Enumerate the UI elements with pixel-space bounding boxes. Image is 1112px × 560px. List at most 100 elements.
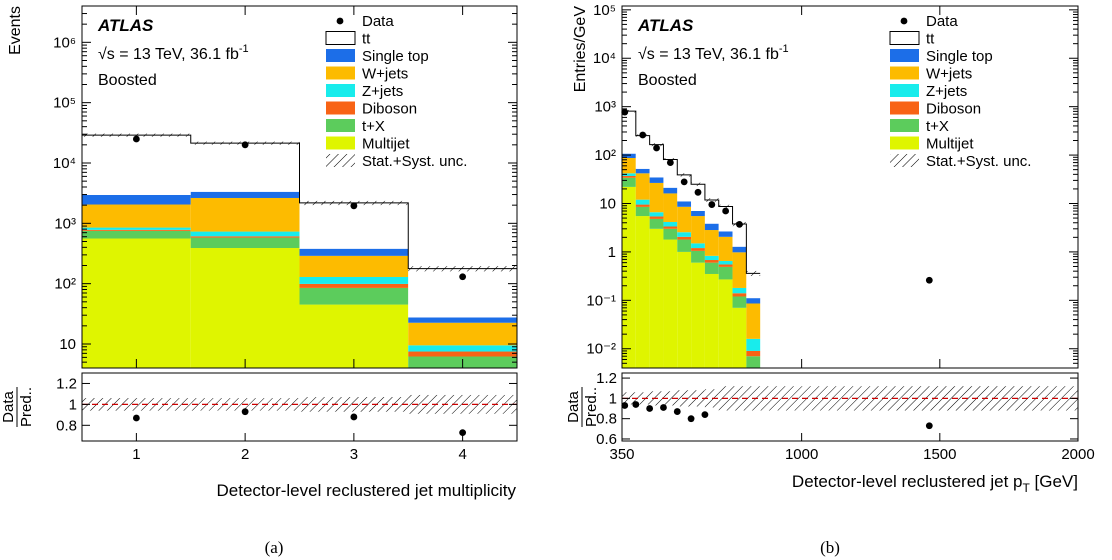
ratio-frame	[621, 372, 1079, 442]
bar-diboson	[635, 204, 650, 207]
bar-multijet	[663, 239, 678, 368]
ratio-area-1	[622, 386, 1078, 411]
data-point	[350, 202, 358, 210]
data-point	[639, 131, 647, 139]
y-tick-label: 10²	[594, 147, 616, 164]
legend-label: Diboson	[362, 101, 417, 118]
x-tick-label: 3	[350, 446, 358, 463]
legend-swatch	[890, 66, 919, 80]
bar-diboson	[677, 236, 692, 240]
bar-zjets	[677, 232, 692, 237]
bar-wjets	[704, 230, 719, 256]
data-point	[241, 141, 249, 149]
bar-multijet	[649, 228, 664, 368]
energy-label: √s = 13 TeV, 36.1 fb-1	[638, 43, 789, 63]
y-tick-label: 10³	[594, 99, 616, 116]
bar-diboson	[718, 264, 733, 267]
legend-swatch	[326, 84, 355, 97]
y-axis-label: Entries/GeV	[572, 6, 589, 93]
legend-data-marker	[336, 17, 344, 25]
y-tick-label: 10⁻¹	[586, 292, 616, 309]
bar-diboson	[82, 229, 191, 231]
bar-tt	[190, 143, 300, 192]
bar-tx	[190, 237, 300, 248]
y-tick-label: 1	[608, 244, 616, 261]
legend-label: Data	[362, 13, 394, 30]
bar-singletop	[663, 187, 678, 194]
bar-tt	[663, 159, 678, 188]
x-tick-label: 1500	[923, 446, 956, 463]
x-axis-label: Detector-level reclustered jet pT [GeV]	[792, 472, 1078, 495]
bar-diboson	[408, 351, 517, 357]
bar-tx	[635, 206, 650, 217]
data-point	[132, 135, 140, 143]
bar-wjets	[718, 236, 733, 261]
bar-tt	[635, 135, 650, 169]
bar-multijet	[635, 216, 650, 368]
bar-tx	[82, 230, 191, 239]
legend-swatch	[890, 154, 919, 167]
bar-wjets	[82, 204, 191, 228]
bar-tx	[299, 287, 409, 305]
legend-swatch	[890, 49, 919, 62]
legend-swatch	[326, 49, 355, 62]
y-tick-label: 10⁻²	[586, 341, 616, 358]
bar-diboson	[746, 350, 761, 357]
ratio-point	[660, 404, 667, 411]
legend-label: t+X	[362, 118, 385, 135]
ratio-frame	[81, 372, 518, 442]
ratio-point	[687, 415, 695, 423]
legend-label: W+jets	[926, 66, 972, 83]
legend-label: Single top	[926, 48, 993, 65]
x-tick-label: 2000	[1061, 446, 1094, 463]
x-axis-label-sub: T	[1022, 481, 1030, 495]
bar-tx	[732, 296, 747, 308]
data-point	[680, 178, 688, 186]
bar-singletop	[732, 246, 747, 253]
bar-singletop	[299, 248, 409, 256]
data-point	[925, 276, 933, 284]
x-axis-label: Detector-level reclustered jet multiplic…	[217, 481, 517, 500]
data-point	[708, 201, 716, 208]
bar-tt	[622, 111, 636, 154]
lumi-exponent: -1	[779, 43, 789, 55]
bar-tt	[299, 202, 409, 249]
bar-tx	[622, 177, 636, 187]
y-tick-label: 10⁵	[593, 2, 616, 19]
legend-swatch	[890, 84, 919, 97]
bar-diboson	[732, 293, 747, 297]
legend-swatch	[890, 136, 919, 150]
ratio-y-label-num: Data	[0, 391, 17, 423]
atlas-label: ATLAS	[97, 16, 154, 35]
bar-singletop	[622, 153, 636, 159]
plot-area-1	[622, 109, 761, 368]
data-point	[694, 188, 702, 196]
bar-wjets	[299, 255, 409, 277]
legend-swatch	[889, 31, 920, 45]
y-tick-label: 10	[599, 195, 616, 212]
ratio-point	[132, 414, 140, 422]
ratio-y-label-den: Pred..	[583, 387, 600, 427]
bar-diboson	[622, 175, 636, 178]
bar-zjets	[408, 345, 517, 352]
plot-frame	[621, 5, 1079, 369]
bar-zjets	[299, 276, 409, 284]
lumi-exponent: -1	[239, 43, 249, 55]
legend-label: Z+jets	[362, 83, 403, 100]
bar-wjets	[732, 252, 747, 288]
bar-zjets	[704, 255, 719, 261]
legend-label: Data	[926, 13, 958, 30]
data-point	[722, 207, 730, 215]
bar-wjets	[691, 216, 705, 244]
bar-wjets	[635, 173, 650, 200]
y-axis-label: Events	[7, 6, 24, 55]
bar-zjets	[635, 199, 650, 205]
bar-wjets	[190, 197, 300, 232]
bar-singletop	[746, 298, 761, 304]
bar-tt	[82, 135, 191, 195]
y-tick-label: 10⁶	[53, 34, 76, 51]
ratio-point	[673, 408, 681, 415]
legend-swatch	[326, 119, 355, 132]
